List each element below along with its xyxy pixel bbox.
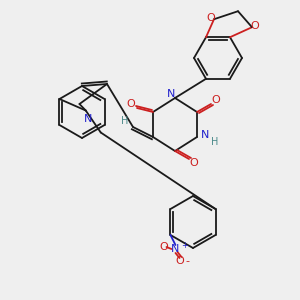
Text: O: O xyxy=(175,256,184,266)
Text: O: O xyxy=(127,99,135,109)
Text: H: H xyxy=(121,116,129,126)
Text: N: N xyxy=(201,130,209,140)
Text: O: O xyxy=(207,13,215,23)
Text: O: O xyxy=(190,158,198,168)
Text: N: N xyxy=(167,89,175,99)
Text: -: - xyxy=(185,256,190,266)
Text: O: O xyxy=(250,21,260,31)
Text: N: N xyxy=(171,244,180,254)
Text: O: O xyxy=(159,242,168,252)
Text: O: O xyxy=(212,95,220,105)
Text: +: + xyxy=(181,241,188,250)
Text: H: H xyxy=(211,137,219,147)
Text: N: N xyxy=(84,113,92,124)
